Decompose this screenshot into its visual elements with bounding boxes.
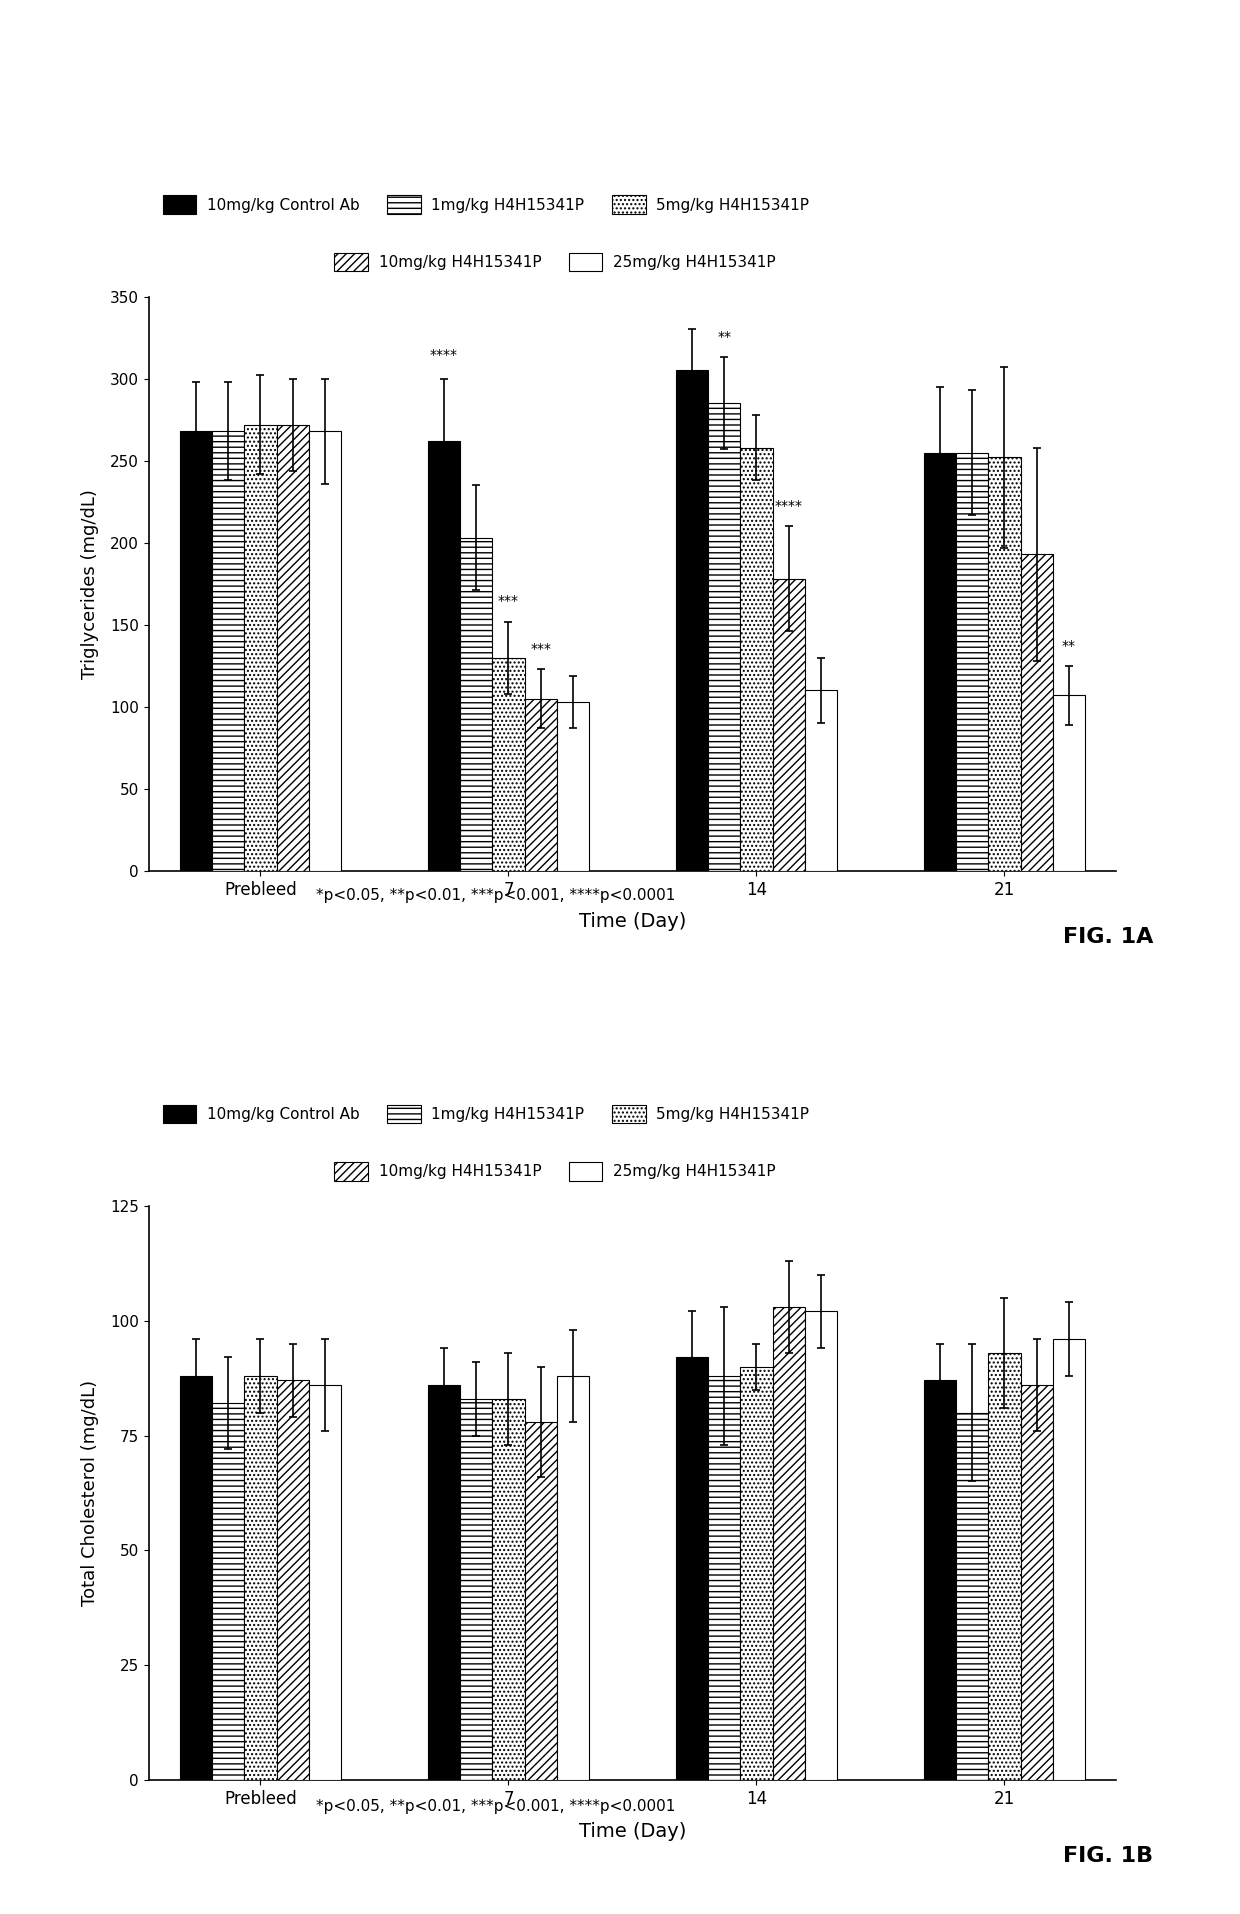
X-axis label: Time (Day): Time (Day) [579,913,686,932]
Bar [557,1376,589,1780]
Bar [525,699,557,871]
Bar [460,538,492,871]
Bar [428,1386,460,1780]
Bar [428,440,460,871]
Bar [309,431,341,871]
Bar [1053,695,1085,871]
Bar [492,1399,525,1780]
Bar [924,452,956,871]
Bar [277,1380,309,1780]
Bar [212,431,244,871]
Text: *p<0.05, **p<0.01, ***p<0.001, ****p<0.0001: *p<0.05, **p<0.01, ***p<0.001, ****p<0.0… [316,888,676,903]
Bar [956,452,988,871]
Bar [805,691,837,871]
Bar [773,1307,805,1780]
Y-axis label: Total Cholesterol (mg/dL): Total Cholesterol (mg/dL) [81,1380,99,1606]
Bar [676,1357,708,1780]
Bar [708,404,740,871]
Bar [212,1403,244,1780]
Text: **: ** [1061,639,1076,653]
Text: ***: *** [531,641,551,657]
Bar [1053,1340,1085,1780]
Bar [244,425,277,871]
Text: *p<0.05, **p<0.01, ***p<0.001, ****p<0.0001: *p<0.05, **p<0.01, ***p<0.001, ****p<0.0… [316,1799,676,1814]
Text: ***: *** [498,595,518,609]
Bar [1021,1386,1053,1780]
Y-axis label: Triglycerides (mg/dL): Triglycerides (mg/dL) [81,488,99,679]
Text: ****: **** [775,500,802,513]
Text: FIG. 1B: FIG. 1B [1063,1847,1153,1866]
Bar [309,1386,341,1780]
Legend: 10mg/kg H4H15341P, 25mg/kg H4H15341P: 10mg/kg H4H15341P, 25mg/kg H4H15341P [329,247,781,278]
Bar [557,702,589,871]
Text: **: ** [717,331,732,345]
Bar [492,658,525,871]
Bar [740,1367,773,1780]
Text: FIG. 1A: FIG. 1A [1063,928,1153,947]
Bar [244,1376,277,1780]
Bar [740,448,773,871]
Bar [277,425,309,871]
Bar [805,1311,837,1780]
Bar [460,1399,492,1780]
Legend: 10mg/kg H4H15341P, 25mg/kg H4H15341P: 10mg/kg H4H15341P, 25mg/kg H4H15341P [329,1156,781,1187]
Bar [988,1353,1021,1780]
Bar [676,371,708,871]
Bar [180,1376,212,1780]
X-axis label: Time (Day): Time (Day) [579,1822,686,1841]
Bar [988,457,1021,871]
Bar [924,1380,956,1780]
Bar [773,578,805,871]
Bar [525,1422,557,1780]
Text: ****: **** [430,348,458,362]
Bar [1021,555,1053,871]
Bar [956,1413,988,1780]
Bar [708,1376,740,1780]
Bar [180,431,212,871]
